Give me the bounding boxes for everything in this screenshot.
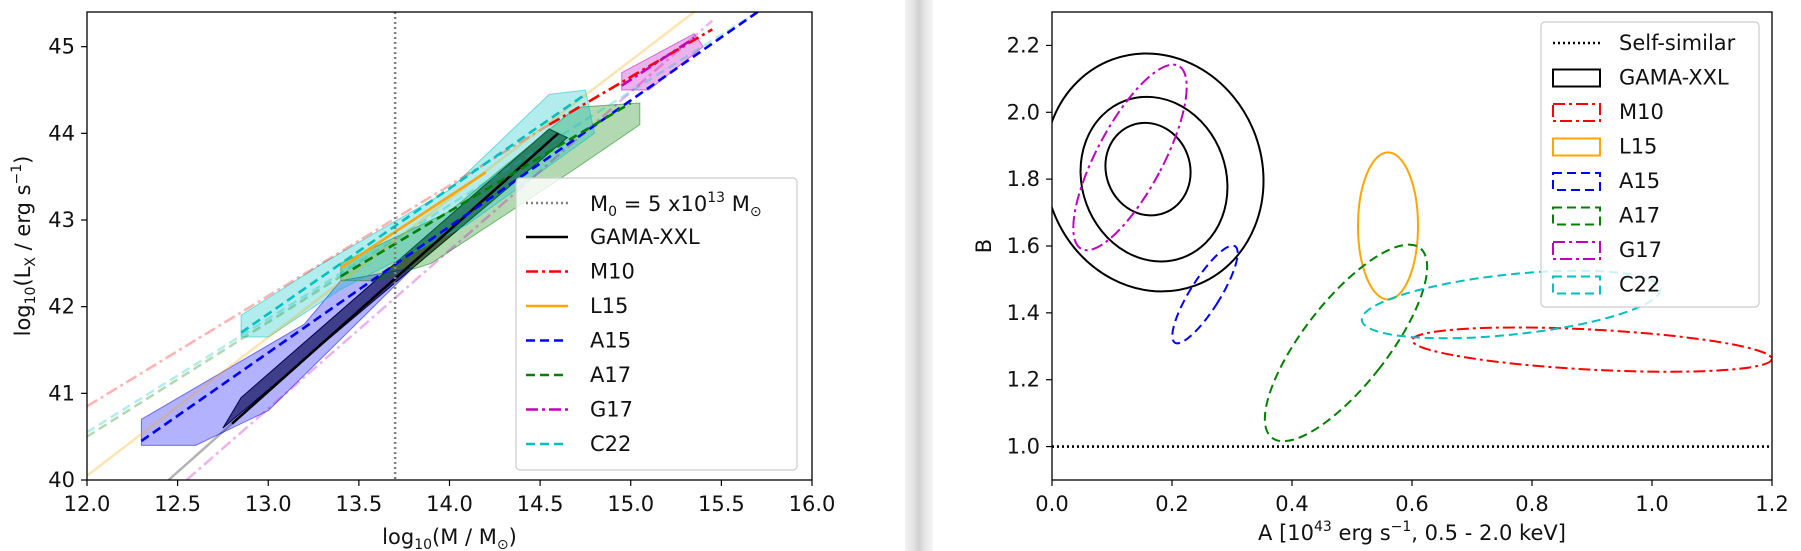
legend-label-self-similar: Self-similar: [1619, 31, 1736, 55]
left-legend-box: [515, 177, 798, 471]
fit-line-m10: [548, 28, 713, 126]
x-tick-label: 0.0: [1035, 492, 1068, 516]
extrapolation-g17: [185, 19, 714, 480]
legend-label-l15: L15: [590, 294, 628, 318]
x-tick-label: 16.0: [789, 492, 836, 516]
legend-swatch-g17: [1552, 241, 1601, 260]
contour-a15-1: [1171, 244, 1239, 345]
right-y-axis-label: B: [972, 239, 996, 253]
extrapolation-m10: [87, 123, 550, 408]
legend-swatch-m10: [1552, 103, 1601, 122]
y-tick-label: 1.0: [1007, 435, 1040, 459]
right-legend-items: Self-similar GAMA-XXL M10 L15 A15 A17 G17 C22: [1552, 31, 1736, 297]
left-y-axis-label: log10(LX / erg s−1): [9, 156, 39, 337]
y-tick-label: 40: [48, 468, 75, 492]
y-tick-label: 43: [48, 208, 75, 232]
fit-line-a17: [340, 101, 632, 278]
x-tick-label: 12.5: [154, 492, 201, 516]
x-tick-label: 13.0: [245, 492, 292, 516]
right-axes: 0.0 0.2 0.4 0.6 0.8 1.0 1.2 1.0 1.2 1.4 1.6 1.8 2.0 2…: [972, 11, 1789, 545]
legend-label-m10: M10: [1619, 100, 1664, 124]
y-tick-label: 1.8: [1007, 167, 1040, 191]
legend-swatch-l15: [1552, 137, 1601, 157]
y-tick-label: 2.2: [1007, 33, 1040, 57]
legend-swatch-gama-xxl: [1552, 68, 1601, 88]
legend-label-g17: G17: [590, 398, 633, 422]
fit-line-l15: [340, 171, 487, 269]
legend-label-gama-xxl: GAMA-XXL: [590, 225, 700, 249]
panel-divider: [905, 0, 933, 551]
x-tick-label: 14.5: [517, 492, 564, 516]
extrapolation-gama-xxl: [167, 422, 233, 480]
left-lines: [87, 12, 759, 480]
y-tick-label: 41: [48, 381, 75, 405]
contour-a17-1: [1263, 243, 1429, 443]
contour-m10-1: [1411, 326, 1772, 373]
extrapolation-a17: [87, 275, 342, 438]
left-legend-items: GAMA-XXL M10 L15 A15 A17 G17 C22: [526, 225, 700, 456]
y-tick-label: 42: [48, 295, 75, 319]
fit-line-g17: [620, 36, 695, 87]
contour-l15-1: [1357, 151, 1419, 301]
y-tick-label: 45: [48, 35, 75, 59]
y-tick-label: 44: [48, 121, 75, 145]
x-tick-label: 15.0: [607, 492, 654, 516]
legend-swatch-a17: [1552, 206, 1601, 226]
right-legend-box: [1540, 21, 1760, 308]
x-tick-label: 0.6: [1395, 492, 1428, 516]
contour-gama-xxl-3: [1052, 52, 1265, 293]
x-tick-label: 0.4: [1275, 492, 1308, 516]
legend-label-a17: A17: [590, 363, 631, 387]
x-tick-label: 1.0: [1635, 492, 1668, 516]
x-tick-label: 15.5: [698, 492, 745, 516]
legend-label-a15: A15: [590, 329, 631, 353]
y-tick-label: 1.4: [1007, 301, 1040, 325]
legend-swatch-c22: [1552, 275, 1601, 295]
left-axes: 12.0 12.5 13.0 13.5 14.0 14.5 15.0 15.5 16.0 40 41…: [9, 11, 836, 551]
left-legend: M0 = 5 x1013 M⊙ GAMA-XXL M10 L15 A15 A17 G17 C…: [515, 177, 798, 471]
x-tick-label: 12.0: [64, 492, 111, 516]
extrapolation-c22: [87, 12, 759, 434]
extrapolation-l15: [87, 12, 695, 477]
contour-gama-xxl-2: [1079, 95, 1229, 263]
legend-swatch-a15: [1552, 172, 1601, 191]
contour-g17-1: [1072, 63, 1188, 252]
x-tick-label: 13.5: [335, 492, 382, 516]
legend-label-g17: G17: [1619, 238, 1662, 262]
y-tick-label: 1.2: [1007, 368, 1040, 392]
x-tick-label: 0.8: [1515, 492, 1548, 516]
x-tick-label: 1.2: [1755, 492, 1788, 516]
right-legend: Self-similar GAMA-XXL M10 L15 A15 A17 G17 C22: [1540, 21, 1760, 308]
x-tick-label: 14.0: [426, 492, 473, 516]
left-x-axis-label: log10(M / M⊙): [382, 525, 517, 551]
band-c22: [240, 89, 596, 338]
legend-m0-label: M0 = 5 x1013 M⊙: [590, 190, 762, 220]
contour-gama-xxl-1: [1104, 121, 1192, 217]
legend-label-c22: C22: [590, 432, 631, 456]
legend-label-a17: A17: [1619, 204, 1660, 228]
legend-label-l15: L15: [1619, 135, 1657, 159]
y-tick-label: 1.6: [1007, 234, 1040, 258]
right-x-axis-label: A [1043 erg s−1, 0.5 - 2.0 keV]: [1258, 519, 1566, 545]
legend-label-c22: C22: [1619, 273, 1660, 297]
legend-label-a15: A15: [1619, 169, 1660, 193]
band-a15: [140, 266, 415, 446]
left-chart: 12.0 12.5 13.0 13.5 14.0 14.5 15.0 15.5 16.0 40 41…: [9, 11, 836, 551]
legend-label-gama-xxl: GAMA-XXL: [1619, 66, 1729, 90]
x-tick-label: 0.2: [1155, 492, 1188, 516]
y-tick-label: 2.0: [1007, 100, 1040, 124]
legend-label-m10: M10: [590, 260, 635, 284]
